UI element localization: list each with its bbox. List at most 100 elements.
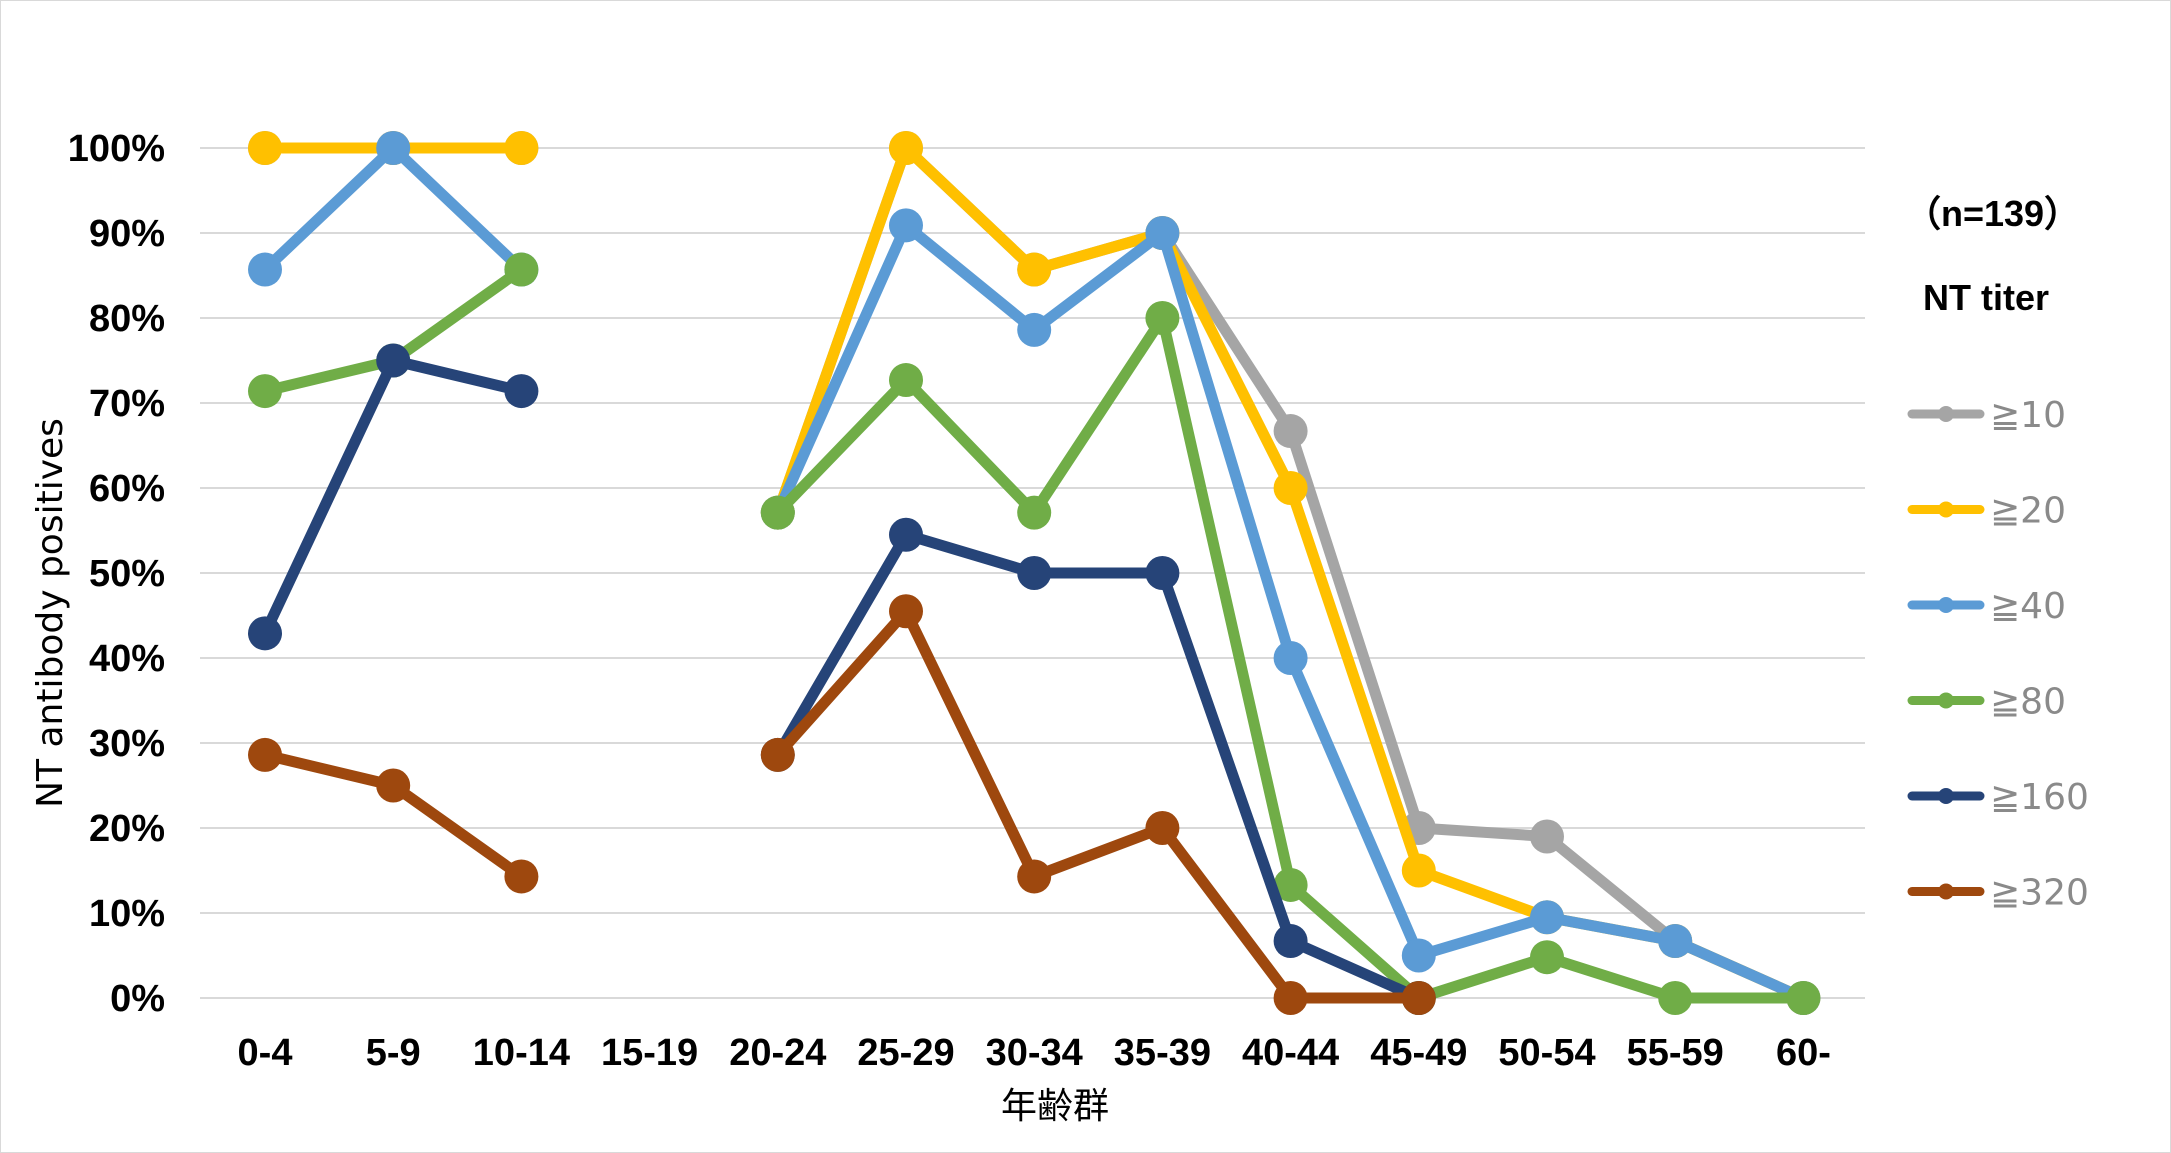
data-point [1273, 924, 1308, 959]
data-point [1017, 312, 1052, 347]
data-point [760, 737, 795, 772]
data-point [1273, 641, 1308, 675]
legend: ≧10 ≧20 ≧40 ≧80 ≧160 ≧320 [1907, 395, 2089, 914]
y-axis-ticks: 0% 10% 20% 30% 40% 50% 60% 70% 80% 90% 100% [68, 128, 165, 1020]
x-tick-label: 50-54 [1498, 1032, 1595, 1074]
data-point [1145, 811, 1180, 845]
data-point [504, 131, 539, 165]
data-point [1273, 414, 1308, 449]
legend-label: ≧160 [1990, 777, 2089, 818]
x-tick-label: 0-4 [238, 1032, 293, 1074]
data-point [1273, 471, 1308, 505]
data-point [1530, 819, 1564, 854]
x-tick-label: 45-49 [1370, 1032, 1467, 1074]
y-tick-label: 0% [110, 978, 165, 1020]
data-point [1145, 556, 1180, 590]
legend-label: ≧40 [1990, 586, 2066, 627]
data-point [1017, 252, 1052, 287]
legend-item: ≧40 [1907, 586, 2066, 627]
x-tick-label: 10-14 [473, 1032, 570, 1074]
x-tick-label: 25-29 [857, 1032, 954, 1074]
x-tick-label: 40-44 [1242, 1032, 1339, 1074]
legend-label: ≧80 [1990, 682, 2066, 723]
y-tick-label: 40% [89, 638, 165, 680]
y-tick-label: 50% [89, 553, 165, 595]
data-point [1145, 216, 1180, 250]
legend-label: ≧20 [1990, 491, 2066, 532]
data-point [1401, 981, 1436, 1015]
data-point [376, 131, 411, 165]
data-point [504, 374, 539, 409]
legend-marker [1938, 692, 1954, 709]
y-tick-label: 20% [89, 808, 165, 850]
y-tick-label: 10% [89, 893, 165, 935]
y-tick-label: 100% [68, 128, 165, 170]
data-point [889, 363, 923, 398]
data-point [889, 594, 923, 629]
x-tick-label: 15-19 [601, 1032, 698, 1074]
series-lines [248, 131, 1821, 1015]
legend-marker [1938, 597, 1954, 613]
data-point [1658, 981, 1693, 1015]
y-tick-label: 80% [89, 298, 165, 340]
data-point [1017, 859, 1052, 894]
x-axis-ticks: 0-4 5-9 10-14 15-19 20-24 25-29 30-34 35-39 40-4… [238, 1032, 1831, 1074]
data-point [1273, 867, 1308, 902]
legend-marker [1938, 406, 1954, 422]
legend-marker [1938, 501, 1954, 518]
data-point [504, 859, 539, 894]
sample-size-note: （n=139） [1905, 193, 2080, 234]
data-point [1401, 938, 1436, 973]
legend-item: ≧10 [1907, 395, 2066, 436]
y-tick-label: 90% [89, 213, 165, 255]
data-point [889, 517, 923, 552]
series-line [259, 355, 527, 639]
data-point [1017, 556, 1052, 590]
y-axis-title: NT antibody positives [30, 418, 71, 808]
data-point [248, 131, 282, 165]
data-point [504, 252, 539, 287]
legend-title: NT titer [1923, 277, 2049, 318]
legend-marker [1938, 883, 1954, 900]
legend-item: ≧20 [1907, 491, 2066, 532]
data-point [1530, 940, 1564, 975]
data-point [248, 737, 282, 772]
data-point [248, 252, 282, 287]
legend-item: ≧80 [1907, 682, 2066, 723]
data-point [1786, 981, 1821, 1015]
x-tick-label: 55-59 [1627, 1032, 1724, 1074]
legend-item: ≧160 [1907, 777, 2089, 818]
series-line [772, 529, 1425, 1004]
data-point [1273, 981, 1308, 1015]
y-tick-label: 70% [89, 383, 165, 425]
data-point [376, 768, 411, 803]
series-2 [248, 131, 1821, 1015]
x-tick-label: 5-9 [366, 1032, 421, 1074]
series-line [772, 605, 1425, 1004]
x-tick-label: 35-39 [1114, 1032, 1211, 1074]
series-5 [248, 594, 1436, 1015]
x-tick-label: 60- [1776, 1032, 1831, 1074]
series-line [259, 142, 527, 276]
data-point [1145, 301, 1180, 335]
x-tick-label: 20-24 [729, 1032, 826, 1074]
data-point [1017, 495, 1052, 530]
series-3 [248, 252, 1821, 1015]
data-point [760, 495, 795, 530]
y-tick-label: 30% [89, 723, 165, 765]
data-point [1658, 924, 1693, 959]
data-point [1401, 853, 1436, 888]
data-point [889, 131, 923, 165]
y-tick-label: 60% [89, 468, 165, 510]
x-axis-title: 年齢群 [1001, 1086, 1109, 1127]
legend-label: ≧10 [1990, 395, 2066, 436]
legend-marker [1938, 788, 1954, 804]
data-point [889, 208, 923, 243]
data-point [376, 343, 411, 378]
data-point [248, 374, 282, 409]
x-tick-label: 30-34 [986, 1032, 1083, 1074]
legend-label: ≧320 [1990, 873, 2089, 914]
legend-item: ≧320 [1907, 873, 2089, 914]
data-point [248, 616, 282, 651]
